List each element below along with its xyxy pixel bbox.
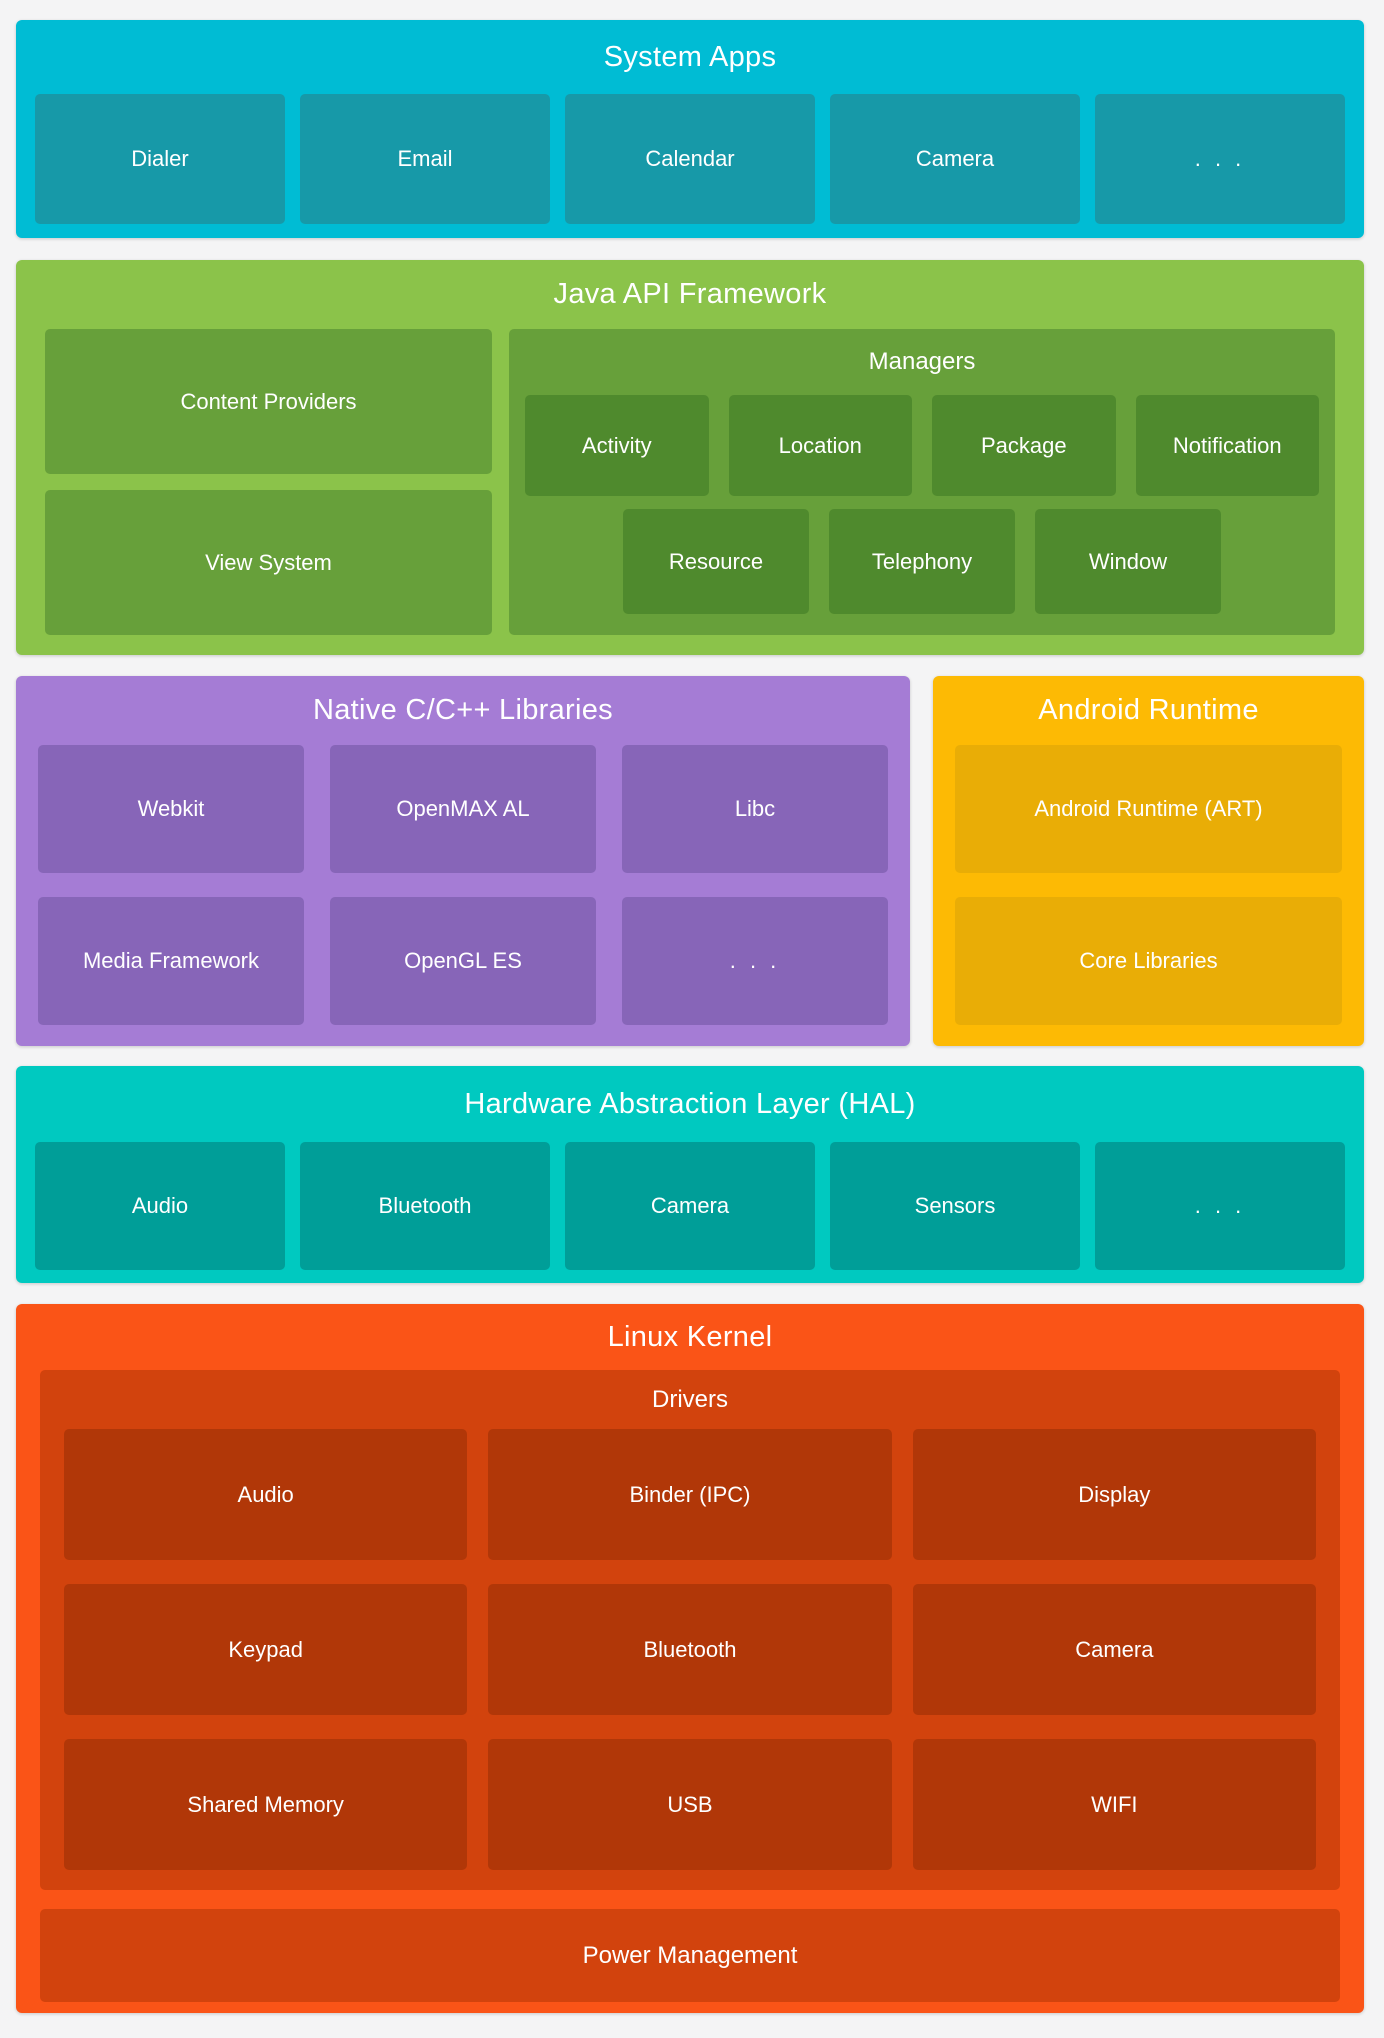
middle-layer-row: Native C/C++ Libraries Webkit OpenMAX AL… [16,676,1364,1046]
media-framework-box: Media Framework [38,897,304,1025]
drivers-title: Drivers [652,1385,728,1413]
drivers-grid: Audio Binder (IPC) Display Keypad Blueto… [64,1429,1316,1870]
libc-box: Libc [622,745,888,873]
driver-display-box: Display [912,1429,1316,1560]
native-libs-ellipsis: . . . [622,897,888,1025]
notification-manager-box: Notification [1135,395,1319,496]
drivers-panel: Drivers Audio Binder (IPC) Display Keypa… [40,1370,1340,1890]
driver-binder-ipc-box: Binder (IPC) [488,1429,892,1560]
art-box: Android Runtime (ART) [955,745,1342,873]
hal-ellipsis: . . . [1095,1142,1345,1270]
driver-keypad-box: Keypad [64,1584,468,1715]
driver-shared-memory-box: Shared Memory [64,1739,468,1870]
power-management-box: Power Management [40,1909,1340,2002]
managers-row-2: Resource Telephony Window [525,509,1319,614]
driver-audio-box: Audio [64,1429,468,1560]
section-linux-kernel: Linux Kernel Drivers Audio Binder (IPC) … [16,1304,1364,2013]
window-manager-box: Window [1035,509,1221,614]
resource-manager-box: Resource [623,509,809,614]
hal-camera-box: Camera [565,1142,815,1270]
system-app-dialer: Dialer [35,94,285,224]
package-manager-box: Package [932,395,1116,496]
native-libraries-grid: Webkit OpenMAX AL Libc Media Framework O… [38,745,888,1025]
location-manager-box: Location [728,395,912,496]
view-system-box: View System [45,490,492,635]
section-system-apps: System Apps Dialer Email Calendar Camera… [16,20,1364,238]
openmax-al-box: OpenMAX AL [330,745,596,873]
section-java-api-framework: Java API Framework Content Providers Vie… [16,260,1364,655]
android-runtime-column: Android Runtime (ART) Core Libraries [955,745,1342,1025]
driver-bluetooth-box: Bluetooth [488,1584,892,1715]
hal-title: Hardware Abstraction Layer (HAL) [464,1087,916,1120]
telephony-manager-box: Telephony [829,509,1015,614]
system-apps-box-row: Dialer Email Calendar Camera . . . [35,94,1345,224]
system-apps-title: System Apps [603,40,777,73]
hal-audio-box: Audio [35,1142,285,1270]
java-api-title: Java API Framework [553,278,827,310]
android-architecture-diagram: System Apps Dialer Email Calendar Camera… [16,0,1364,2013]
driver-wifi-box: WIFI [912,1739,1316,1870]
content-providers-box: Content Providers [45,329,492,474]
core-libraries-box: Core Libraries [955,897,1342,1025]
section-native-libraries: Native C/C++ Libraries Webkit OpenMAX AL… [16,676,910,1046]
managers-row-1: Activity Location Package Notification [525,395,1319,496]
managers-title: Managers [868,348,976,375]
linux-kernel-title: Linux Kernel [607,1320,773,1353]
hal-sensors-box: Sensors [830,1142,1080,1270]
java-api-content: Content Providers View System Managers A… [45,329,1335,635]
system-app-ellipsis: . . . [1095,94,1345,224]
activity-manager-box: Activity [525,395,709,496]
android-runtime-title: Android Runtime [1038,694,1259,726]
hal-bluetooth-box: Bluetooth [300,1142,550,1270]
managers-panel: Managers Activity Location Package Notif… [509,329,1335,635]
hal-box-row: Audio Bluetooth Camera Sensors . . . [35,1142,1345,1270]
native-libraries-title: Native C/C++ Libraries [313,694,613,726]
section-android-runtime: Android Runtime Android Runtime (ART) Co… [933,676,1364,1046]
webkit-box: Webkit [38,745,304,873]
opengl-es-box: OpenGL ES [330,897,596,1025]
system-app-camera: Camera [830,94,1080,224]
section-hal: Hardware Abstraction Layer (HAL) Audio B… [16,1066,1364,1283]
java-api-left-column: Content Providers View System [45,329,492,635]
driver-usb-box: USB [488,1739,892,1870]
system-app-email: Email [300,94,550,224]
system-app-calendar: Calendar [565,94,815,224]
driver-camera-box: Camera [912,1584,1316,1715]
